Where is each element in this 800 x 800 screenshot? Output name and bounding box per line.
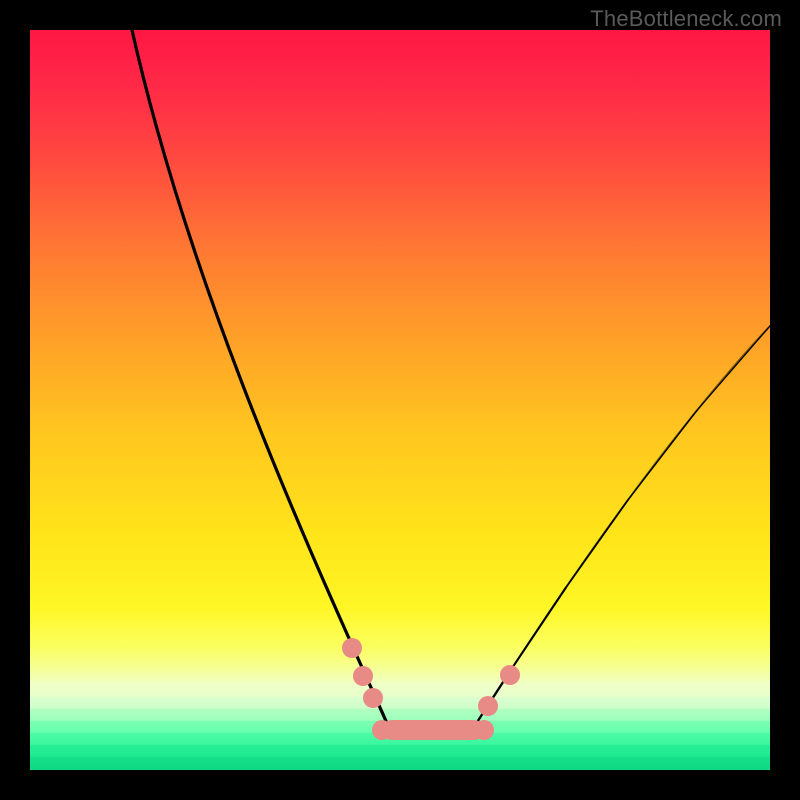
chart-plot-area bbox=[30, 30, 770, 770]
v-curve bbox=[132, 30, 770, 730]
chart-curve-layer bbox=[30, 30, 770, 770]
watermark-text: TheBottleneck.com bbox=[590, 6, 782, 32]
v-curve-markers bbox=[342, 638, 520, 740]
